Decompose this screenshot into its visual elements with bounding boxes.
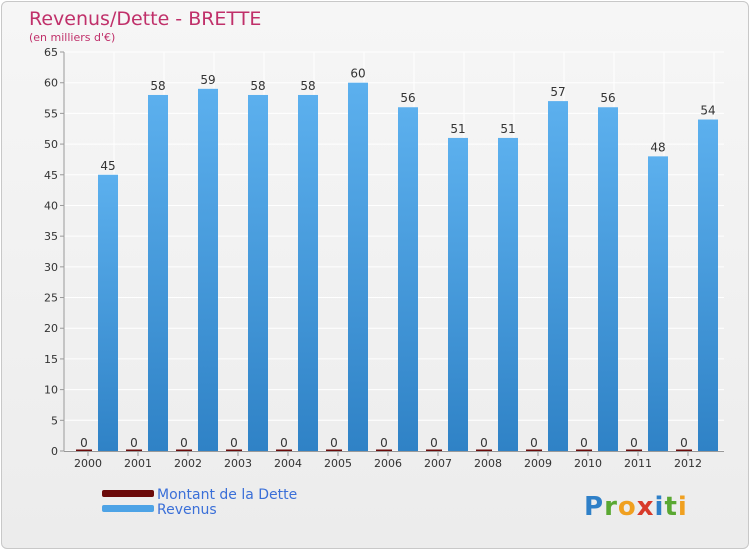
x-tick-label: 2000 <box>74 457 102 470</box>
y-tick-label: 35 <box>44 230 58 243</box>
y-tick-label: 55 <box>44 107 58 120</box>
data-label-dette: 0 <box>380 436 388 450</box>
y-tick-label: 10 <box>44 384 58 397</box>
data-label-dette: 0 <box>480 436 488 450</box>
data-label-revenus: 48 <box>650 140 665 154</box>
data-label-revenus: 54 <box>700 104 715 118</box>
y-tick-label: 30 <box>44 261 58 274</box>
x-tick-label: 2002 <box>174 457 202 470</box>
y-tick-label: 15 <box>44 353 58 366</box>
bar-revenus <box>648 156 668 451</box>
data-label-revenus: 59 <box>200 73 215 87</box>
data-label-revenus: 58 <box>300 79 315 93</box>
y-tick-label: 65 <box>44 46 58 59</box>
x-tick-label: 2008 <box>474 457 502 470</box>
logo-letter: i <box>677 492 688 522</box>
bar-dette <box>126 449 142 451</box>
data-label-dette: 0 <box>530 436 538 450</box>
legend-label-dette: Montant de la Dette <box>157 487 298 503</box>
x-tick-label: 2005 <box>324 457 352 470</box>
bar-dette <box>226 449 242 451</box>
data-label-revenus: 56 <box>600 91 615 105</box>
logo-letter: i <box>654 492 665 522</box>
data-label-revenus: 57 <box>550 85 565 99</box>
bar-layer <box>76 82 718 452</box>
bar-revenus <box>448 137 468 451</box>
y-tick-label: 5 <box>51 414 58 427</box>
data-label-revenus: 51 <box>450 122 465 136</box>
bar-dette <box>476 449 492 451</box>
y-tick-label: 50 <box>44 138 58 151</box>
y-tick-label: 60 <box>44 77 58 90</box>
x-tick-label: 2006 <box>374 457 402 470</box>
legend-label-revenus: Revenus <box>157 502 217 518</box>
data-label-dette: 0 <box>580 436 588 450</box>
data-label-dette: 0 <box>230 436 238 450</box>
bar-dette <box>526 449 542 451</box>
x-tick-label: 2007 <box>424 457 452 470</box>
bar-revenus <box>248 94 268 451</box>
data-label-revenus: 58 <box>150 79 165 93</box>
bar-dette <box>676 449 692 451</box>
chart-subtitle: (en milliers d'€) <box>29 31 116 44</box>
data-label-revenus: 60 <box>350 67 365 81</box>
bar-revenus <box>548 101 568 451</box>
x-tick-label: 2009 <box>524 457 552 470</box>
data-label-dette: 0 <box>680 436 688 450</box>
bar-dette <box>176 449 192 451</box>
y-tick-label: 20 <box>44 322 58 335</box>
x-tick-label: 2004 <box>274 457 302 470</box>
bar-dette <box>376 449 392 451</box>
data-label-dette: 0 <box>280 436 288 450</box>
legend-swatch-revenus <box>102 505 154 512</box>
x-tick-label: 2011 <box>624 457 652 470</box>
y-tick-label: 45 <box>44 169 58 182</box>
bar-revenus <box>298 94 318 451</box>
chart-title: Revenus/Dette - BRETTE <box>29 8 262 30</box>
bar-revenus <box>98 174 118 451</box>
bar-revenus <box>498 137 518 451</box>
bar-dette <box>276 449 292 451</box>
logo-letter: o <box>617 492 637 522</box>
bar-revenus <box>198 88 218 451</box>
bar-dette <box>576 449 592 451</box>
data-label-dette: 0 <box>430 436 438 450</box>
bar-dette <box>426 449 442 451</box>
data-label-dette: 0 <box>130 436 138 450</box>
bar-revenus <box>148 94 168 451</box>
bar-revenus <box>598 107 618 451</box>
y-tick-label: 25 <box>44 292 58 305</box>
x-tick-label: 2010 <box>574 457 602 470</box>
data-label-dette: 0 <box>630 436 638 450</box>
bar-dette <box>76 449 92 451</box>
x-tick-label: 2012 <box>674 457 702 470</box>
bar-dette <box>626 449 642 451</box>
logo-letter: r <box>604 492 618 522</box>
logo-letter: x <box>636 492 655 522</box>
proxiti-logo: Proxiti <box>584 492 688 522</box>
data-label-dette: 0 <box>330 436 338 450</box>
x-tick-label: 2003 <box>224 457 252 470</box>
y-tick-label: 0 <box>51 445 58 458</box>
bar-revenus <box>698 119 718 452</box>
bar-dette <box>326 449 342 451</box>
logo-letter: t <box>664 492 678 522</box>
data-label-revenus: 45 <box>100 159 115 173</box>
data-label-revenus: 51 <box>500 122 515 136</box>
data-label-dette: 0 <box>180 436 188 450</box>
data-label-revenus: 58 <box>250 79 265 93</box>
label-layer: 0 45 0 58 0 59 0 58 0 58 0 60 0 56 0 51 0 51 0 57 0 56 0 48 0 54 <box>80 67 715 450</box>
bar-revenus <box>348 82 368 451</box>
legend-swatch-dette <box>102 490 154 497</box>
data-label-dette: 0 <box>80 436 88 450</box>
data-label-revenus: 56 <box>400 91 415 105</box>
y-tick-label: 40 <box>44 199 58 212</box>
x-tick-label: 2001 <box>124 457 152 470</box>
logo-letter: P <box>584 492 605 522</box>
bar-revenus <box>398 107 418 451</box>
